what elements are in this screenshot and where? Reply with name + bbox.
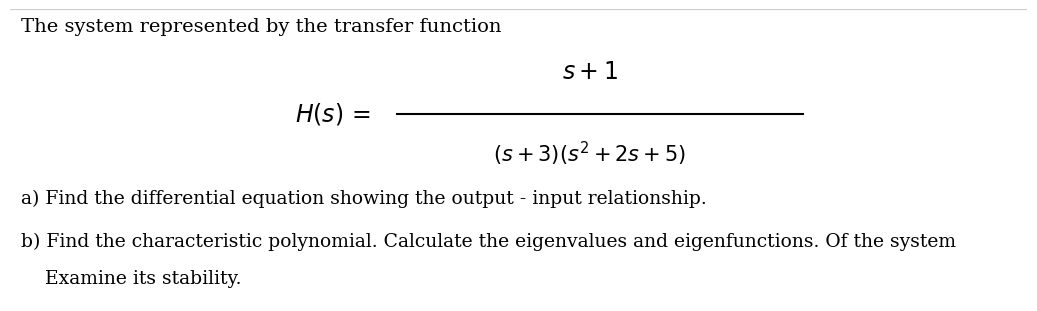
Text: $(s + 3)(s^2 + 2s + 5)$: $(s + 3)(s^2 + 2s + 5)$ <box>494 140 686 168</box>
Text: Examine its stability.: Examine its stability. <box>21 270 241 288</box>
Text: a) Find the differential equation showing the output - input relationship.: a) Find the differential equation showin… <box>21 190 706 208</box>
Text: $s + 1$: $s + 1$ <box>562 61 618 84</box>
Text: $H(s)\,=$: $H(s)\,=$ <box>295 101 371 127</box>
Text: b) Find the characteristic polynomial. Calculate the eigenvalues and eigenfuncti: b) Find the characteristic polynomial. C… <box>21 233 955 251</box>
Text: c)   $x(t) = (e^{-t}\mathrm{sin}(3t) + e^{-3t} + 1)u(t)$  Find the output y (t) : c) $x(t) = (e^{-t}\mathrm{sin}(3t) + e^{… <box>21 310 682 311</box>
Text: The system represented by the transfer function: The system represented by the transfer f… <box>21 18 501 36</box>
